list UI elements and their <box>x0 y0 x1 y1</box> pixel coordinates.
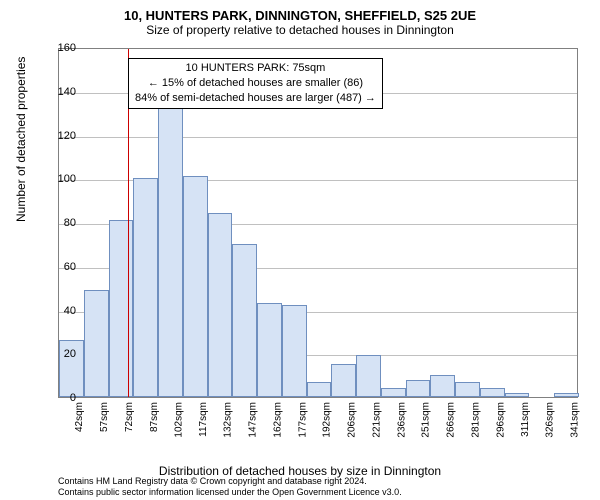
x-tick-label: 206sqm <box>347 402 358 438</box>
histogram-bar <box>331 364 356 397</box>
x-tick-label: 42sqm <box>74 402 85 432</box>
x-tick-label: 296sqm <box>495 402 506 438</box>
x-tick-label: 87sqm <box>149 402 160 432</box>
x-tick-label: 117sqm <box>198 402 209 437</box>
info-box: 10 HUNTERS PARK: 75sqm← 15% of detached … <box>128 58 383 109</box>
histogram-bar <box>208 213 233 397</box>
x-tick-label: 162sqm <box>272 402 283 438</box>
attribution-line2: Contains public sector information licen… <box>58 487 402 498</box>
y-tick-label: 40 <box>64 305 76 317</box>
x-tick-label: 102sqm <box>173 402 184 438</box>
histogram-bar <box>505 393 530 397</box>
x-tick-label: 341sqm <box>570 402 581 438</box>
histogram-bar <box>406 380 431 398</box>
x-tick-label: 221sqm <box>372 402 383 438</box>
x-tick-label: 251sqm <box>421 402 432 438</box>
histogram-bar <box>282 305 307 397</box>
attribution-text: Contains HM Land Registry data © Crown c… <box>58 476 402 499</box>
y-tick-label: 120 <box>58 130 76 142</box>
histogram-bar <box>109 220 134 397</box>
histogram-bar <box>480 388 505 397</box>
histogram-bar <box>84 290 109 397</box>
y-tick-label: 140 <box>58 86 76 98</box>
x-tick-label: 132sqm <box>223 402 234 438</box>
x-tick-label: 326sqm <box>545 402 556 438</box>
x-tick-label: 192sqm <box>322 402 333 438</box>
info-box-line1: 10 HUNTERS PARK: 75sqm <box>135 61 376 76</box>
y-tick-label: 20 <box>64 348 76 360</box>
chart-container: 10, HUNTERS PARK, DINNINGTON, SHEFFIELD,… <box>0 0 600 500</box>
gridline <box>59 137 577 138</box>
x-tick-label: 281sqm <box>471 402 482 438</box>
info-box-line2: ← 15% of detached houses are smaller (86… <box>135 76 376 91</box>
histogram-bar <box>307 382 332 397</box>
info-box-line3: 84% of semi-detached houses are larger (… <box>135 91 376 106</box>
x-tick-label: 236sqm <box>396 402 407 438</box>
y-axis-label: Number of detached properties <box>14 57 28 222</box>
y-tick-label: 60 <box>64 261 76 273</box>
attribution-line1: Contains HM Land Registry data © Crown c… <box>58 476 402 487</box>
x-tick-label: 311sqm <box>520 402 531 437</box>
x-tick-label: 57sqm <box>99 402 110 432</box>
x-tick-label: 266sqm <box>446 402 457 438</box>
chart-title: 10, HUNTERS PARK, DINNINGTON, SHEFFIELD,… <box>0 0 600 23</box>
chart-subtitle: Size of property relative to detached ho… <box>0 23 600 41</box>
x-tick-label: 177sqm <box>297 402 308 438</box>
histogram-bar <box>430 375 455 397</box>
histogram-bar <box>356 355 381 397</box>
histogram-bar <box>381 388 406 397</box>
histogram-bar <box>455 382 480 397</box>
x-tick-label: 147sqm <box>248 402 259 438</box>
y-tick-label: 100 <box>58 173 76 185</box>
histogram-bar <box>232 244 257 397</box>
x-tick-label: 72sqm <box>124 402 135 432</box>
histogram-bar <box>257 303 282 397</box>
histogram-bar <box>554 393 579 397</box>
y-tick-label: 80 <box>64 217 76 229</box>
y-tick-label: 160 <box>58 42 76 54</box>
histogram-bar <box>158 108 183 397</box>
histogram-bar <box>133 178 158 397</box>
histogram-bar <box>183 176 208 397</box>
